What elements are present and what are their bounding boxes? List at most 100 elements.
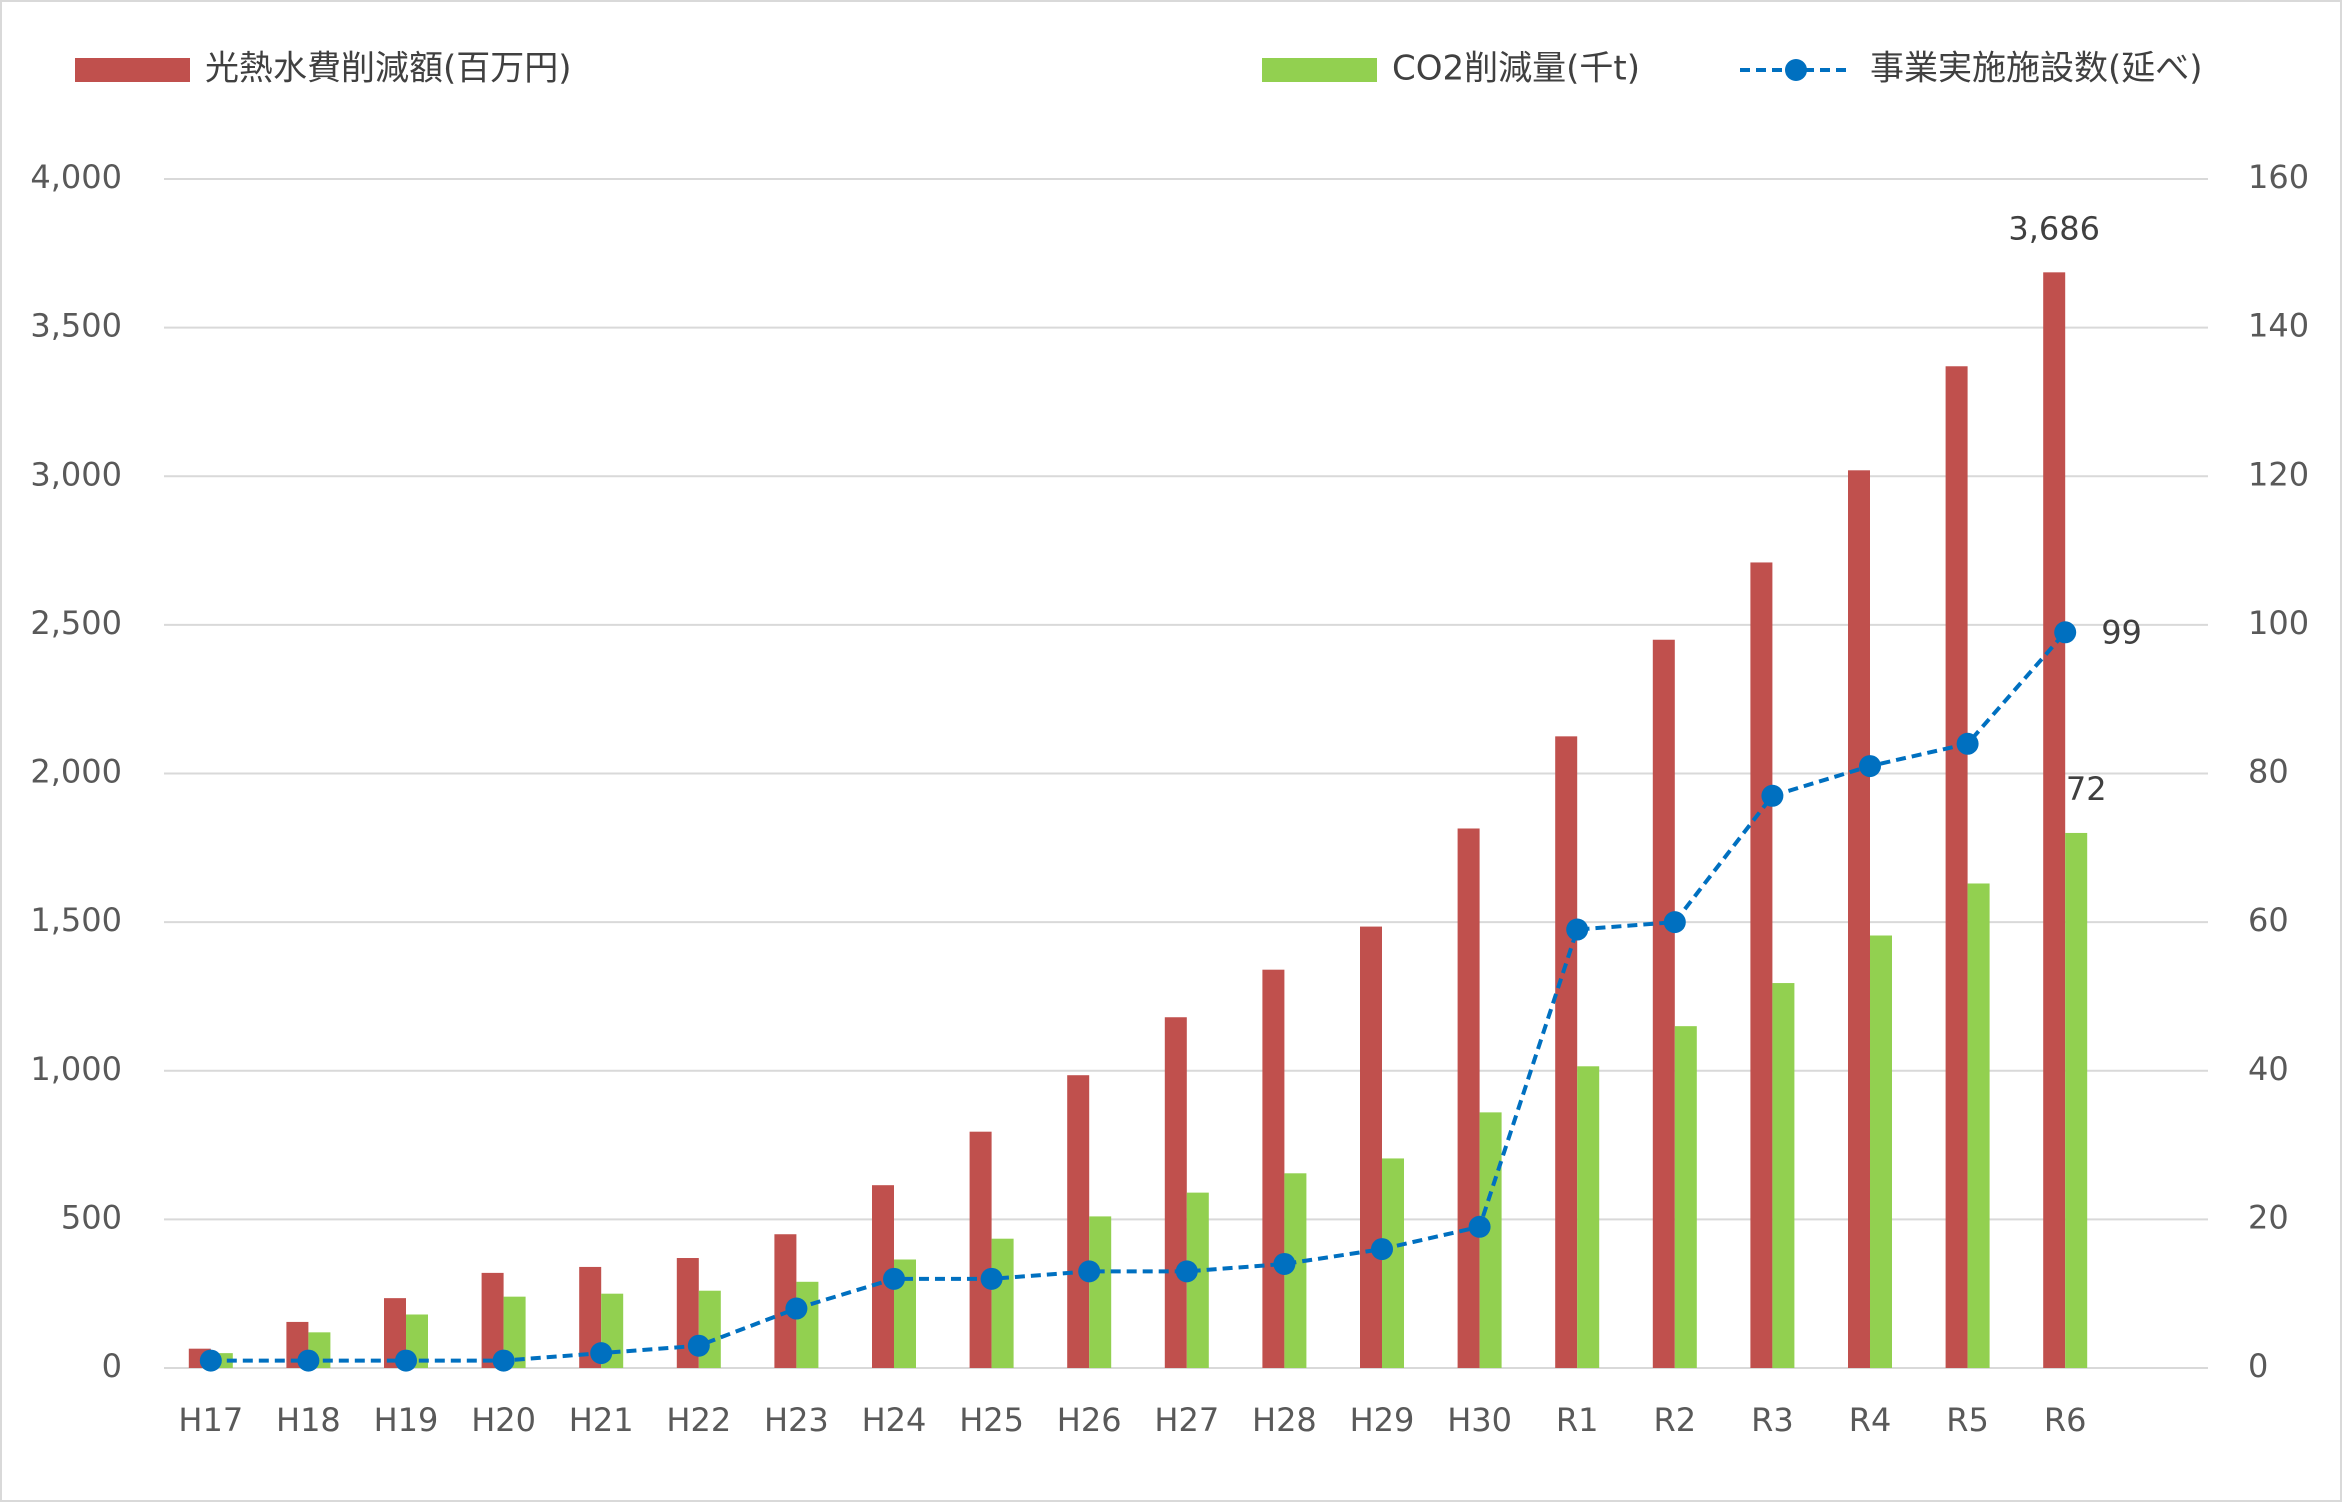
line-point — [1175, 1260, 1198, 1283]
line-point — [297, 1349, 320, 1372]
bar — [796, 1281, 819, 1368]
y2-tick-label: 160 — [2248, 158, 2309, 196]
bar — [1848, 470, 1870, 1368]
bar — [991, 1238, 1014, 1368]
y-tick-label: 1,000 — [30, 1050, 122, 1088]
line-point — [1273, 1252, 1296, 1275]
x-tick-label: H30 — [1447, 1401, 1512, 1439]
y2-tick-label: 140 — [2248, 307, 2309, 345]
bar — [2065, 832, 2088, 1368]
bar — [1555, 736, 1578, 1368]
bar — [503, 1296, 526, 1368]
y2-tick-label: 80 — [2248, 753, 2289, 791]
line-point — [1761, 784, 1784, 807]
line-point — [199, 1349, 222, 1372]
y2-tick-label: 60 — [2248, 901, 2289, 939]
bar — [1284, 1173, 1307, 1368]
bar — [1652, 639, 1675, 1368]
y-tick-label: 3,000 — [30, 455, 122, 493]
x-tick-label: H26 — [1057, 1401, 1122, 1439]
data-label: 72 — [2066, 770, 2107, 808]
bar — [579, 1266, 602, 1368]
bar — [1967, 883, 1990, 1368]
bar — [969, 1131, 992, 1368]
bar — [2043, 272, 2066, 1369]
x-tick-label: H23 — [764, 1401, 829, 1439]
y-tick-label: 4,000 — [30, 158, 122, 196]
legend-label: CO2削減量(千t) — [1392, 49, 1640, 89]
legend-marker — [1785, 59, 1807, 81]
x-tick-label: H19 — [374, 1401, 439, 1439]
line-point — [785, 1297, 808, 1320]
x-tick-label: H24 — [862, 1401, 927, 1439]
x-tick-label: R3 — [1751, 1401, 1794, 1439]
data-label: 99 — [2101, 613, 2142, 651]
bar — [1457, 828, 1480, 1368]
x-tick-label: R2 — [1654, 1401, 1697, 1439]
line-point — [395, 1349, 417, 1372]
line — [210, 630, 2067, 1363]
x-tick-label: H25 — [959, 1401, 1024, 1439]
y-tick-label: 1,500 — [30, 901, 122, 939]
line-point — [980, 1267, 1003, 1290]
bar — [698, 1290, 721, 1368]
line-point — [1663, 911, 1686, 934]
bar — [1262, 969, 1285, 1368]
line-point — [1078, 1260, 1101, 1283]
line-point — [883, 1267, 905, 1290]
y-tick-label: 2,500 — [30, 604, 122, 642]
x-tick-label: R5 — [1946, 1401, 1989, 1439]
y-tick-label: 0 — [102, 1347, 122, 1385]
bar — [1186, 1192, 1209, 1368]
bar — [1750, 562, 1773, 1368]
line-point — [1371, 1238, 1393, 1261]
y2-tick-label: 0 — [2248, 1347, 2268, 1385]
legend-label: 光熱水費削減額(百万円) — [205, 49, 572, 89]
x-tick-label: H21 — [569, 1401, 634, 1439]
bar — [1945, 366, 1968, 1369]
bar — [384, 1298, 406, 1368]
bar — [1089, 1216, 1112, 1368]
bar — [1772, 983, 1795, 1368]
x-tick-label: H27 — [1154, 1401, 1219, 1439]
line-point — [590, 1342, 613, 1365]
data-label: 3,686 — [2008, 209, 2100, 247]
y2-tick-label: 40 — [2248, 1050, 2289, 1088]
bar — [1360, 926, 1382, 1368]
line-point — [1956, 732, 1979, 755]
x-tick-label: H18 — [276, 1401, 341, 1439]
y-tick-label: 500 — [61, 1198, 122, 1236]
line-point — [1566, 918, 1589, 941]
legend-swatch — [1262, 58, 1377, 82]
line-point — [687, 1334, 710, 1357]
y2-tick-label: 100 — [2248, 604, 2309, 642]
bar — [481, 1272, 504, 1368]
line-point — [2054, 621, 2077, 644]
bar — [774, 1234, 797, 1368]
bar — [1382, 1158, 1404, 1368]
bar — [1674, 1026, 1697, 1368]
line-point — [1859, 755, 1881, 778]
x-tick-label: H28 — [1252, 1401, 1317, 1439]
bar — [1479, 1112, 1502, 1368]
legend-swatch — [75, 58, 190, 82]
x-tick-label: H17 — [178, 1401, 243, 1439]
line-point — [1468, 1215, 1491, 1238]
legend-label: 事業実施施設数(延べ) — [1870, 49, 2203, 89]
x-tick-label: R4 — [1849, 1401, 1892, 1439]
y2-tick-label: 20 — [2248, 1198, 2289, 1236]
x-tick-label: H22 — [666, 1401, 731, 1439]
bar — [1164, 1017, 1187, 1368]
line-point — [492, 1349, 515, 1372]
bar — [1870, 935, 1892, 1368]
bar — [1577, 1066, 1600, 1368]
y-tick-label: 3,500 — [30, 307, 122, 345]
x-tick-label: H29 — [1350, 1401, 1415, 1439]
y-tick-label: 2,000 — [30, 753, 122, 791]
x-tick-label: H20 — [471, 1401, 536, 1439]
y2-tick-label: 120 — [2248, 455, 2309, 493]
bar — [1067, 1075, 1090, 1368]
x-tick-label: R6 — [2044, 1401, 2087, 1439]
bar — [872, 1185, 894, 1368]
